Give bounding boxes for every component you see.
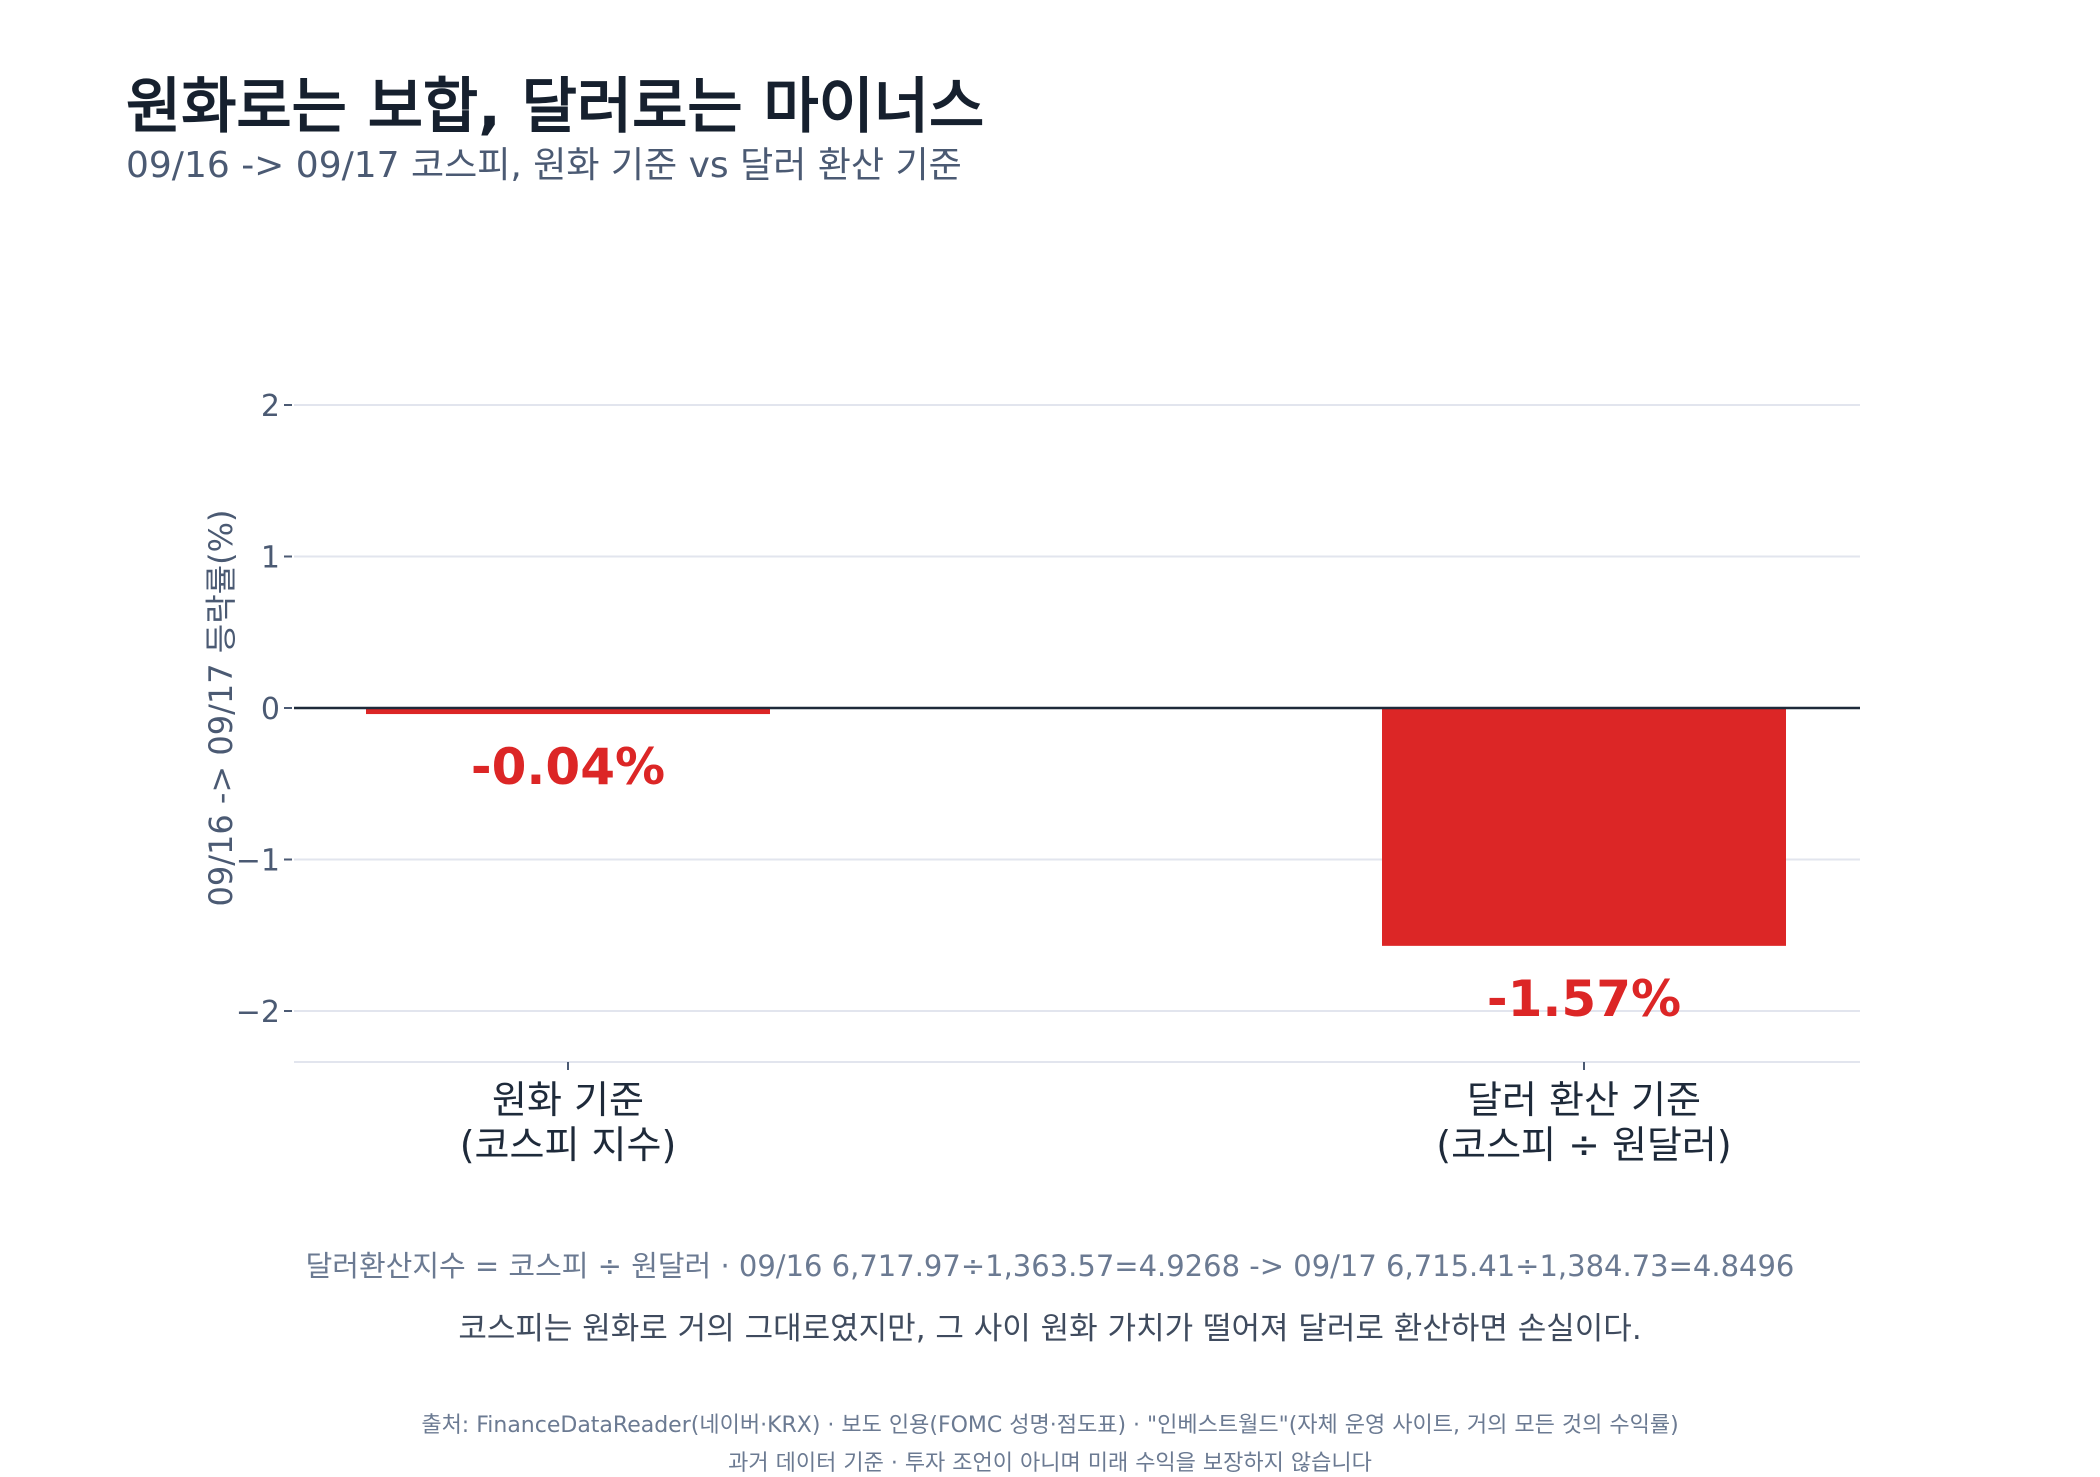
x-tick-label: (코스피 지수) [460,1123,677,1167]
y-tick-label: −1 [236,844,280,879]
y-axis-label: 09/16 -> 09/17 등락률(%) [202,509,240,906]
data-label: -1.57% [1487,970,1681,1028]
source-footer: 출처: FinanceDataReader(네이버·KRX) · 보도 인용(F… [421,1413,1679,1438]
y-tick-label: −2 [236,995,280,1030]
bar [1382,708,1786,946]
disclaimer-footer: 과거 데이터 기준 · 투자 조언이 아니며 미래 수익을 보장하지 않습니다 [728,1451,1372,1476]
y-tick-label: 2 [261,389,280,424]
axes: 2 1 0 −1 −2 원화 기준(코스피 지수) 달러 환산 기준(코스피 ÷ 원달러) [236,389,1860,1167]
y-tick-label: 0 [261,692,280,727]
formula-note: 달러환산지수 = 코스피 ÷ 원달러 · 09/16 6,717.97÷1,36… [305,1249,1795,1283]
bar [366,708,770,715]
data-label: -0.04% [471,738,665,796]
chart-subtitle: 09/16 -> 09/17 코스피, 원화 기준 vs 달러 환산 기준 [126,145,962,186]
bar-chart: 210−1−2원화 기준(코스피 지수)달러 환산 기준(코스피 ÷ 원달러) … [202,389,1860,1167]
x-tick-label: 달러 환산 기준 [1467,1078,1701,1122]
x-tick-label: (코스피 ÷ 원달러) [1436,1123,1731,1167]
chart-title: 원화로는 보합, 달러로는 마이너스 [126,72,985,142]
explanation-note: 코스피는 원화로 거의 그대로였지만, 그 사이 원화 가치가 떨어져 달러로 … [458,1311,1642,1347]
bars [366,708,1786,946]
x-tick-label: 원화 기준 [492,1078,644,1122]
data-labels: -0.04% -1.57% [471,738,1681,1028]
y-tick-label: 1 [261,541,280,576]
